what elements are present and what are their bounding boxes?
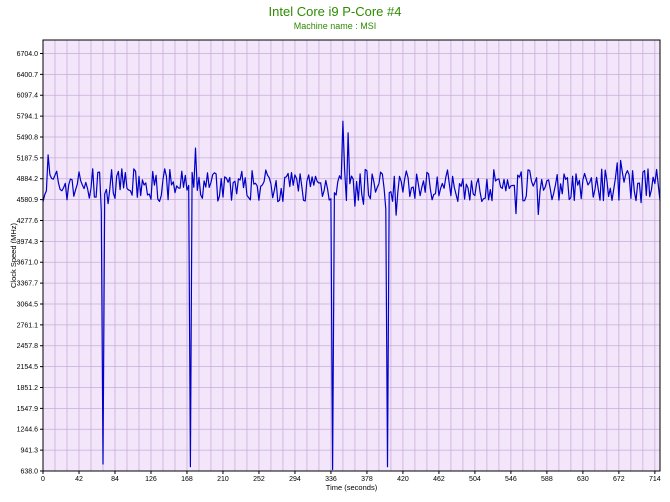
y-tick-label: 638.0 — [20, 469, 38, 476]
x-tick-label: 504 — [469, 476, 481, 483]
plot-area — [43, 40, 660, 471]
x-tick-label: 588 — [541, 476, 553, 483]
x-tick-label: 84 — [111, 476, 119, 483]
x-tick-label: 42 — [75, 476, 83, 483]
x-tick-label: 672 — [613, 476, 625, 483]
y-tick-label: 4580.9 — [17, 197, 39, 204]
x-tick-label: 630 — [577, 476, 589, 483]
y-tick-label: 2154.5 — [17, 364, 39, 371]
x-axis-ticks: 0 42 84 126 168 210 252 294 336 378 420 462 504 546 58… — [41, 471, 661, 483]
y-tick-label: 6097.4 — [17, 93, 39, 100]
chart-title: Intel Core i9 P-Core #4 — [268, 4, 402, 19]
x-tick-label: 462 — [433, 476, 445, 483]
x-tick-label: 420 — [397, 476, 409, 483]
y-axis-label: Clock Speed (MHz) — [9, 222, 18, 288]
y-tick-label: 2761.1 — [17, 322, 39, 329]
x-tick-label: 546 — [505, 476, 517, 483]
y-tick-label: 5490.8 — [17, 134, 39, 141]
y-tick-label: 1244.6 — [17, 427, 39, 434]
plot-frame — [42, 39, 661, 472]
x-tick-label: 378 — [361, 476, 373, 483]
series-line — [42, 120, 661, 471]
y-tick-label: 3064.5 — [17, 301, 39, 308]
x-tick-label: 294 — [289, 476, 301, 483]
y-tick-label: 5187.5 — [17, 155, 39, 162]
grid — [43, 40, 660, 472]
x-tick-label: 336 — [325, 476, 337, 483]
y-tick-label: 4884.2 — [17, 176, 39, 183]
y-tick-label: 3671.0 — [17, 260, 39, 267]
x-tick-label: 252 — [253, 476, 265, 483]
x-tick-label: 126 — [145, 476, 157, 483]
y-axis-ticks: 638.0 941.3 1244.6 1547.9 1851.2 2154.5 2457.8… — [17, 51, 43, 476]
x-tick-label: 210 — [217, 476, 229, 483]
x-tick-label: 168 — [181, 476, 193, 483]
y-tick-label: 3367.7 — [17, 281, 39, 288]
chart-subtitle: Machine name : MSI — [293, 21, 377, 31]
y-tick-label: 941.3 — [20, 448, 38, 455]
x-tick-label: 0 — [41, 476, 45, 483]
y-tick-label: 5794.1 — [17, 114, 39, 121]
y-tick-label: 6400.7 — [17, 72, 39, 79]
y-tick-label: 6704.0 — [17, 51, 39, 58]
y-tick-label: 4277.6 — [17, 218, 39, 225]
y-tick-label: 1851.2 — [17, 385, 39, 392]
y-tick-label: 1547.9 — [17, 406, 39, 413]
y-tick-label: 3974.3 — [17, 239, 39, 246]
x-axis-label: Time (seconds) — [326, 483, 378, 492]
x-tick-label: 714 — [649, 476, 661, 483]
y-tick-label: 2457.8 — [17, 343, 39, 350]
